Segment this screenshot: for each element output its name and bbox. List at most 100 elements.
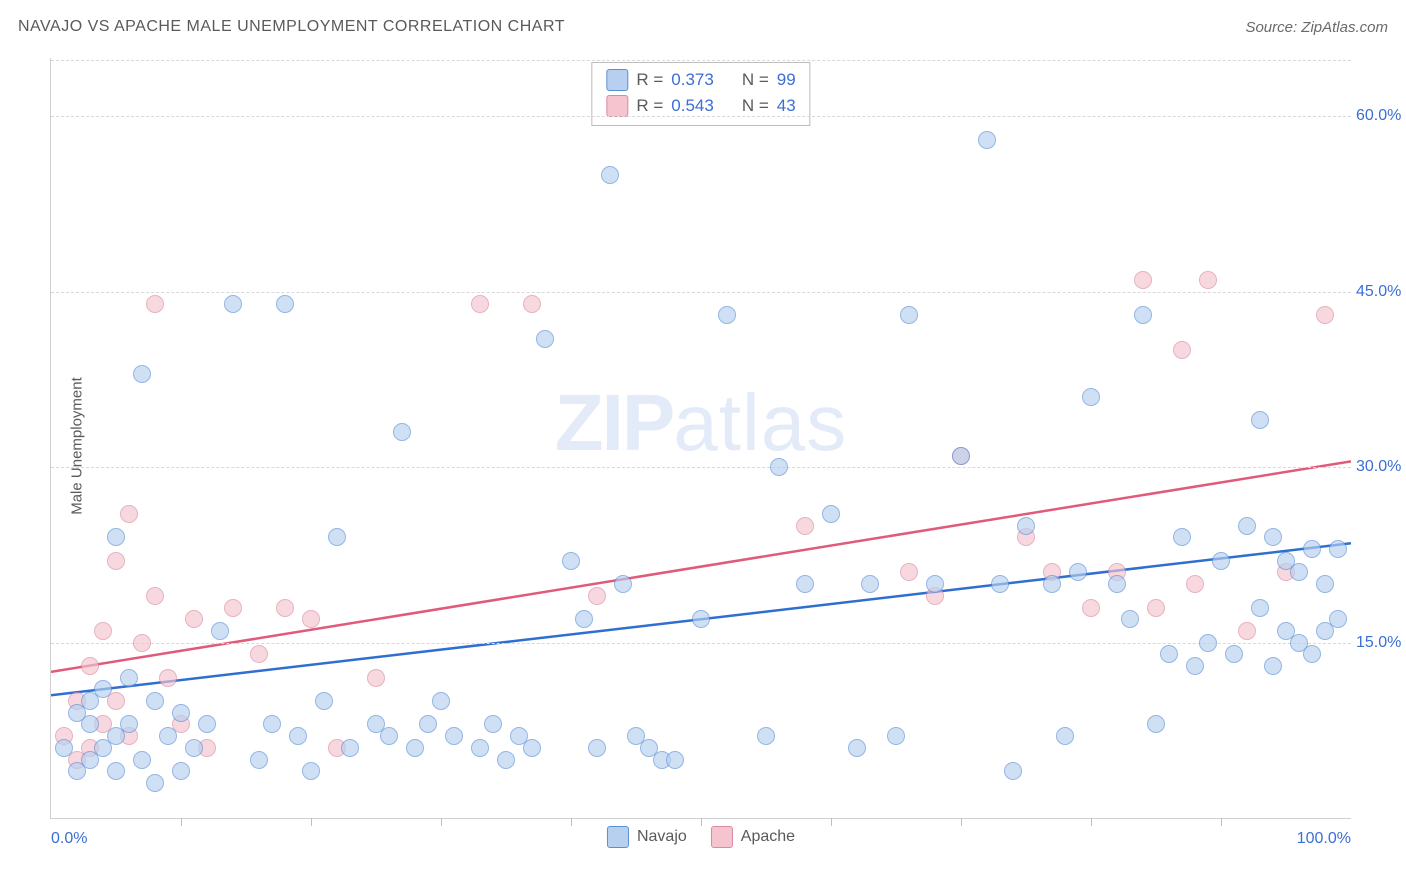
gridline <box>51 292 1351 293</box>
navajo-point <box>445 727 463 745</box>
gridline <box>51 467 1351 468</box>
apache-point <box>1186 575 1204 593</box>
navajo-point <box>406 739 424 757</box>
navajo-point <box>1199 634 1217 652</box>
apache-point <box>146 295 164 313</box>
apache-point <box>185 610 203 628</box>
navajo-point <box>1134 306 1152 324</box>
x-tick <box>961 818 962 826</box>
chart-container: NAVAJO VS APACHE MALE UNEMPLOYMENT CORRE… <box>0 0 1406 892</box>
apache-point <box>900 563 918 581</box>
navajo-point <box>1329 540 1347 558</box>
apache-point <box>120 505 138 523</box>
apache-point <box>146 587 164 605</box>
navajo-point <box>1290 563 1308 581</box>
navajo-point <box>900 306 918 324</box>
navajo-point <box>1251 411 1269 429</box>
navajo-point <box>1147 715 1165 733</box>
navajo-point <box>1238 517 1256 535</box>
navajo-swatch <box>607 826 629 848</box>
x-tick <box>1221 818 1222 826</box>
navajo-point <box>380 727 398 745</box>
navajo-point <box>861 575 879 593</box>
apache-point <box>224 599 242 617</box>
navajo-point <box>952 447 970 465</box>
apache-point <box>276 599 294 617</box>
navajo-point <box>432 692 450 710</box>
navajo-point <box>393 423 411 441</box>
navajo-point <box>133 751 151 769</box>
x-tick <box>1091 818 1092 826</box>
y-tick-label: 60.0% <box>1356 107 1406 125</box>
chart-title: NAVAJO VS APACHE MALE UNEMPLOYMENT CORRE… <box>18 18 565 36</box>
navajo-point <box>523 739 541 757</box>
x-tick <box>571 818 572 826</box>
x-tick <box>181 818 182 826</box>
navajo-point <box>471 739 489 757</box>
navajo-point <box>94 680 112 698</box>
apache-point <box>471 295 489 313</box>
apache-point <box>1316 306 1334 324</box>
gridline <box>51 643 1351 644</box>
navajo-point <box>1017 517 1035 535</box>
trendlines-svg <box>51 58 1351 818</box>
apache-point <box>588 587 606 605</box>
navajo-point <box>211 622 229 640</box>
y-tick-label: 45.0% <box>1356 283 1406 301</box>
navajo-point <box>1160 645 1178 663</box>
navajo-point <box>1264 528 1282 546</box>
title-bar: NAVAJO VS APACHE MALE UNEMPLOYMENT CORRE… <box>18 18 1388 36</box>
x-tick <box>441 818 442 826</box>
apache-point <box>302 610 320 628</box>
legend-label: Apache <box>741 828 795 846</box>
navajo-point <box>991 575 1009 593</box>
navajo-point <box>978 131 996 149</box>
legend-item-navajo: Navajo <box>607 826 687 848</box>
navajo-point <box>614 575 632 593</box>
navajo-point <box>419 715 437 733</box>
navajo-point <box>848 739 866 757</box>
navajo-point <box>315 692 333 710</box>
apache-trendline <box>51 461 1351 671</box>
navajo-point <box>588 739 606 757</box>
apache-swatch <box>606 95 628 117</box>
apache-point <box>523 295 541 313</box>
navajo-point <box>1212 552 1230 570</box>
apache-point <box>796 517 814 535</box>
navajo-point <box>302 762 320 780</box>
navajo-point <box>1251 599 1269 617</box>
navajo-point <box>536 330 554 348</box>
navajo-point <box>718 306 736 324</box>
navajo-point <box>601 166 619 184</box>
navajo-point <box>146 692 164 710</box>
navajo-point <box>796 575 814 593</box>
navajo-point <box>497 751 515 769</box>
navajo-point <box>263 715 281 733</box>
navajo-point <box>1069 563 1087 581</box>
navajo-point <box>55 739 73 757</box>
navajo-point <box>341 739 359 757</box>
apache-point <box>94 622 112 640</box>
navajo-point <box>575 610 593 628</box>
apache-swatch <box>711 826 733 848</box>
gridline <box>51 60 1351 61</box>
apache-point <box>81 657 99 675</box>
navajo-point <box>185 739 203 757</box>
navajo-point <box>289 727 307 745</box>
watermark: ZIPatlas <box>555 377 847 469</box>
navajo-point <box>1108 575 1126 593</box>
navajo-point <box>1329 610 1347 628</box>
navajo-swatch <box>606 69 628 91</box>
navajo-point <box>172 704 190 722</box>
navajo-point <box>666 751 684 769</box>
navajo-point <box>146 774 164 792</box>
apache-point <box>1134 271 1152 289</box>
navajo-point <box>276 295 294 313</box>
navajo-point <box>887 727 905 745</box>
navajo-point <box>926 575 944 593</box>
apache-point <box>1173 341 1191 359</box>
source-label: Source: ZipAtlas.com <box>1245 19 1388 36</box>
navajo-point <box>1186 657 1204 675</box>
apache-point <box>250 645 268 663</box>
navajo-point <box>770 458 788 476</box>
